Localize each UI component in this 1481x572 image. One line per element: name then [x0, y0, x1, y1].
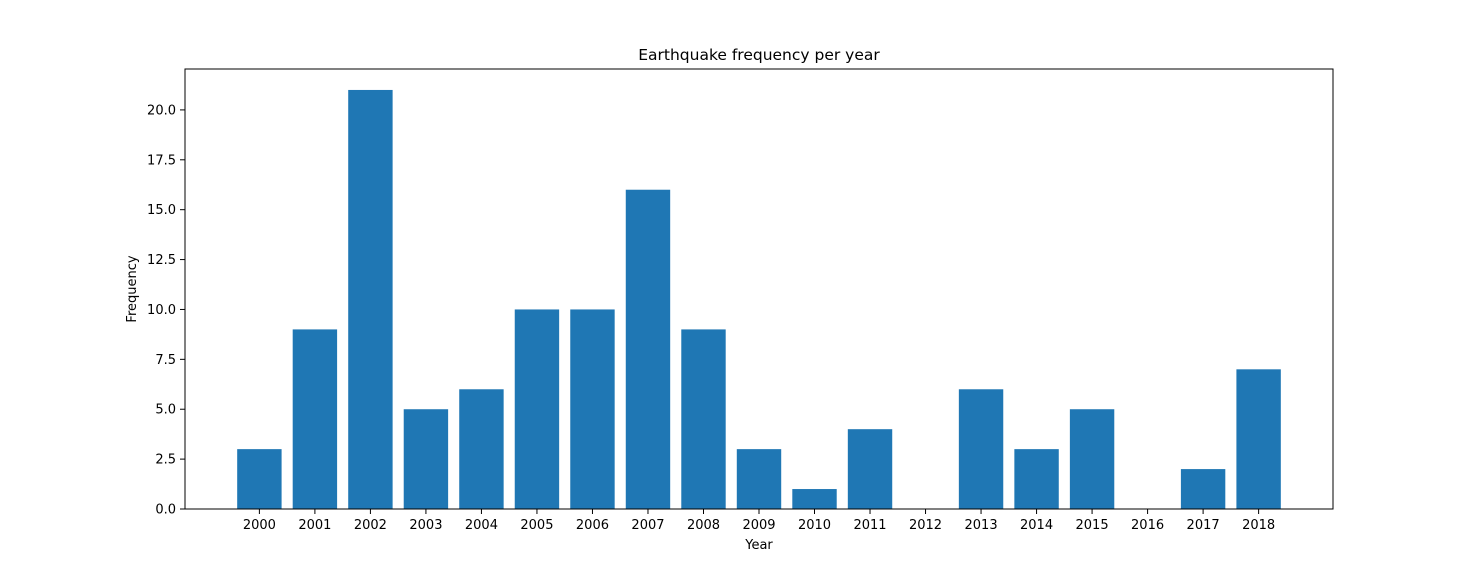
bar-2004	[459, 389, 504, 509]
x-tick-label: 2013	[965, 518, 998, 533]
x-tick-label: 2014	[1020, 518, 1053, 533]
x-tick-label: 2009	[742, 518, 775, 533]
bar-2015	[1069, 409, 1115, 509]
x-tick-label: 2001	[298, 518, 331, 533]
y-axis-ticks: 0.0 2.5 5.0 7.5 10.0 12.5 15.0 17.5 20.0	[147, 103, 185, 518]
y-tick-label: 2.5	[155, 453, 176, 468]
bar-2000	[237, 449, 282, 509]
x-tick-label: 2005	[520, 518, 553, 533]
x-tick-label: 2018	[1242, 518, 1275, 533]
x-axis-ticks: 2000 2001 2002 2003 2004 2005 2006 2007 2008 2009…	[243, 509, 1275, 533]
bar-2005	[514, 309, 560, 509]
bar-2002	[348, 89, 393, 509]
bar-2007	[625, 189, 671, 509]
bar-2014	[1014, 449, 1059, 509]
bar-2018	[1236, 369, 1281, 509]
x-tick-label: 2015	[1076, 518, 1109, 533]
x-tick-label: 2017	[1187, 518, 1220, 533]
y-tick-label: 12.5	[147, 253, 176, 268]
bar-2003	[403, 409, 449, 509]
x-tick-label: 2016	[1131, 518, 1164, 533]
x-tick-label: 2003	[409, 518, 442, 533]
bars	[237, 89, 1281, 509]
x-tick-label: 2008	[687, 518, 720, 533]
x-tick-label: 2000	[243, 518, 276, 533]
bar-2001	[292, 329, 338, 509]
y-tick-label: 20.0	[147, 103, 176, 118]
bar-2008	[681, 329, 726, 509]
plot-frame	[184, 68, 1334, 510]
x-tick-label: 2004	[465, 518, 498, 533]
x-axis-label: Year	[744, 538, 773, 553]
bar-2009	[736, 449, 782, 509]
y-tick-label: 5.0	[155, 403, 176, 418]
y-axis-label: Frequency	[125, 255, 140, 322]
x-tick-label: 2012	[909, 518, 942, 533]
y-tick-label: 10.0	[147, 303, 176, 318]
y-tick-label: 7.5	[155, 353, 176, 368]
bar-2010	[792, 489, 837, 509]
x-tick-label: 2010	[798, 518, 831, 533]
chart-title: Earthquake frequency per year	[638, 46, 880, 64]
bar-2011	[847, 429, 893, 509]
bar-2013	[958, 389, 1004, 509]
x-tick-label: 2006	[576, 518, 609, 533]
bar-2017	[1180, 469, 1226, 509]
y-tick-label: 17.5	[147, 153, 176, 168]
x-tick-label: 2002	[354, 518, 387, 533]
x-tick-label: 2011	[853, 518, 886, 533]
y-tick-label: 15.0	[147, 203, 176, 218]
bar-2006	[570, 309, 615, 509]
x-tick-label: 2007	[631, 518, 664, 533]
y-tick-label: 0.0	[155, 503, 176, 518]
